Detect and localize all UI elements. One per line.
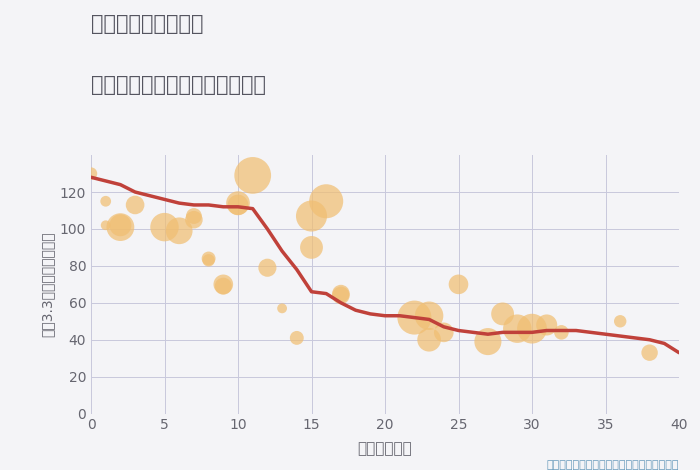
Point — [232, 201, 244, 209]
Point — [174, 227, 185, 235]
Point — [232, 199, 244, 207]
Point — [291, 334, 302, 342]
Point — [453, 281, 464, 288]
Point — [247, 172, 258, 179]
Text: 千葉県成田市水の上: 千葉県成田市水の上 — [91, 14, 204, 34]
Point — [115, 221, 126, 229]
Point — [482, 338, 493, 345]
Y-axis label: 平（3.3㎡）単価（万円）: 平（3.3㎡）単価（万円） — [40, 232, 54, 337]
Point — [100, 221, 111, 229]
Point — [203, 255, 214, 262]
Point — [497, 310, 508, 318]
Point — [85, 170, 97, 177]
Point — [115, 223, 126, 231]
Point — [335, 292, 346, 299]
Point — [130, 201, 141, 209]
Text: 築年数別中古マンション坪単価: 築年数別中古マンション坪単価 — [91, 75, 266, 95]
Point — [218, 282, 229, 290]
Point — [335, 290, 346, 298]
Point — [438, 329, 449, 336]
Point — [203, 257, 214, 264]
Point — [644, 349, 655, 356]
Point — [306, 212, 317, 220]
Point — [306, 243, 317, 251]
Point — [424, 312, 435, 320]
Point — [615, 318, 626, 325]
Point — [100, 197, 111, 205]
Point — [424, 336, 435, 344]
Point — [159, 223, 170, 231]
Point — [526, 325, 538, 332]
Point — [218, 281, 229, 288]
Point — [262, 264, 273, 272]
Point — [276, 305, 288, 312]
X-axis label: 築年数（年）: 築年数（年） — [358, 441, 412, 456]
Point — [409, 314, 420, 321]
Point — [321, 197, 332, 205]
Point — [556, 329, 567, 336]
Point — [188, 212, 199, 220]
Point — [512, 325, 523, 332]
Point — [188, 216, 199, 223]
Text: 円の大きさは、取引のあった物件面積を示す: 円の大きさは、取引のあった物件面積を示す — [547, 460, 679, 470]
Point — [541, 321, 552, 329]
